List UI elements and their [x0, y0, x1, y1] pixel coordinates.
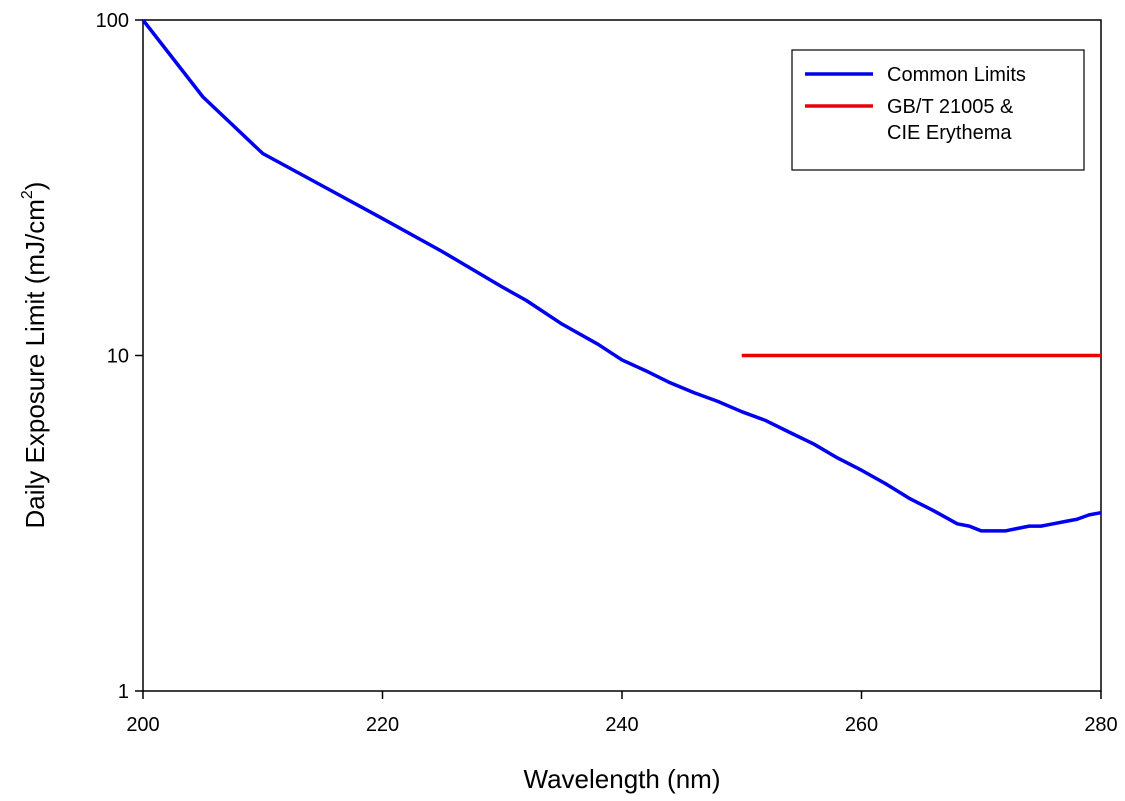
- legend-label-gbt-cie-line2: CIE Erythema: [887, 122, 1012, 144]
- y-tick-label: 1: [118, 681, 129, 703]
- y-axis-title: Daily Exposure Limit (mJ/cm2): [19, 182, 50, 529]
- legend-label-gbt-cie: GB/T 21005 & CIE Erythema: [887, 96, 1019, 144]
- legend: Common Limits GB/T 21005 & CIE Erythema: [791, 49, 1085, 171]
- y-axis: 1 10 100: [96, 10, 143, 703]
- series-layer: [141, 18, 1102, 533]
- y-axis-title-superscript: 2: [19, 190, 36, 199]
- x-tick-label: 240: [605, 714, 638, 736]
- x-tick-label: 200: [126, 714, 159, 736]
- y-axis-title-suffix: ): [20, 182, 50, 191]
- legend-label-common-limits: Common Limits: [887, 64, 1026, 86]
- legend-label-gbt-cie-line1: GB/T 21005 &: [887, 96, 1014, 118]
- y-tick-label: 10: [107, 346, 129, 368]
- x-axis-title: Wavelength (nm): [524, 764, 721, 794]
- legend-box: [791, 49, 1085, 171]
- x-tick-label: 220: [366, 714, 399, 736]
- x-axis: 200 220 240 260 280: [126, 691, 1118, 736]
- series-common-limits: [141, 18, 1102, 533]
- x-tick-label: 280: [1084, 714, 1117, 736]
- x-tick-label: 260: [845, 714, 878, 736]
- y-axis-title-main: Daily Exposure Limit (mJ/cm: [20, 199, 50, 528]
- y-tick-label: 100: [96, 10, 129, 32]
